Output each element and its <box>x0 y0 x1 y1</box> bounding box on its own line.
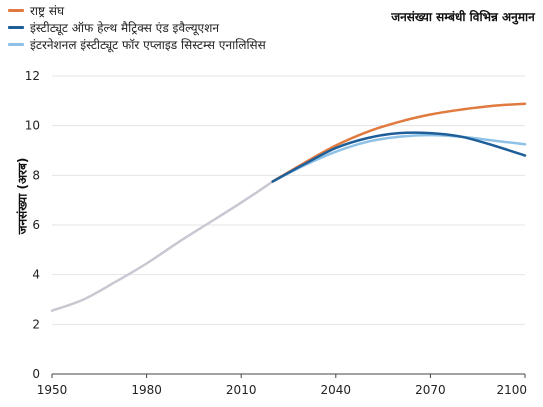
series-line-ihme <box>271 131 527 183</box>
legend-swatch-iiasa <box>8 43 24 46</box>
series-line-historical <box>50 180 274 312</box>
legend-swatch-ihme <box>8 26 24 29</box>
x-tick-label-2040: 2040 <box>321 383 352 397</box>
y-tick-label-6: 6 <box>32 218 40 232</box>
y-tick-label-2: 2 <box>32 317 40 331</box>
legend-label-ihme: इंस्टीट्यूट ऑफ हेल्थ मैट्रिक्स एंड इवैल्… <box>30 21 220 35</box>
chart-legend: राष्ट्र संघ इंस्टीट्यूट ऑफ हेल्थ मैट्रिक… <box>8 2 266 53</box>
legend-item-un: राष्ट्र संघ <box>8 2 266 19</box>
x-tick-label-1980: 1980 <box>131 383 162 397</box>
legend-item-ihme: इंस्टीट्यूट ऑफ हेल्थ मैट्रिक्स एंड इवैल्… <box>8 19 266 36</box>
y-tick-label-4: 4 <box>32 268 40 282</box>
chart-title: जनसंख्या सम्बंधी विभिन्न अनुमान <box>391 10 535 24</box>
x-tick-label-2070: 2070 <box>415 383 446 397</box>
legend-label-iiasa: इंटरनेशनल इंस्टीट्यूट फॉर एप्लाइड सिस्टम… <box>30 38 266 52</box>
y-tick-label-10: 10 <box>25 119 40 133</box>
y-tick-label-12: 12 <box>25 69 40 83</box>
legend-swatch-un <box>8 9 24 12</box>
legend-item-iiasa: इंटरनेशनल इंस्टीट्यूट फॉर एप्लाइड सिस्टम… <box>8 36 266 53</box>
y-tick-label-8: 8 <box>32 168 40 182</box>
series-line-iiasa <box>271 133 527 183</box>
y-tick-label-0: 0 <box>32 367 40 381</box>
x-tick-label-2010: 2010 <box>226 383 257 397</box>
series-line-un <box>271 102 527 183</box>
legend-label-un: राष्ट्र संघ <box>30 4 65 18</box>
x-tick-label-1950: 1950 <box>37 383 68 397</box>
x-tick-label-2100: 2100 <box>496 383 527 397</box>
